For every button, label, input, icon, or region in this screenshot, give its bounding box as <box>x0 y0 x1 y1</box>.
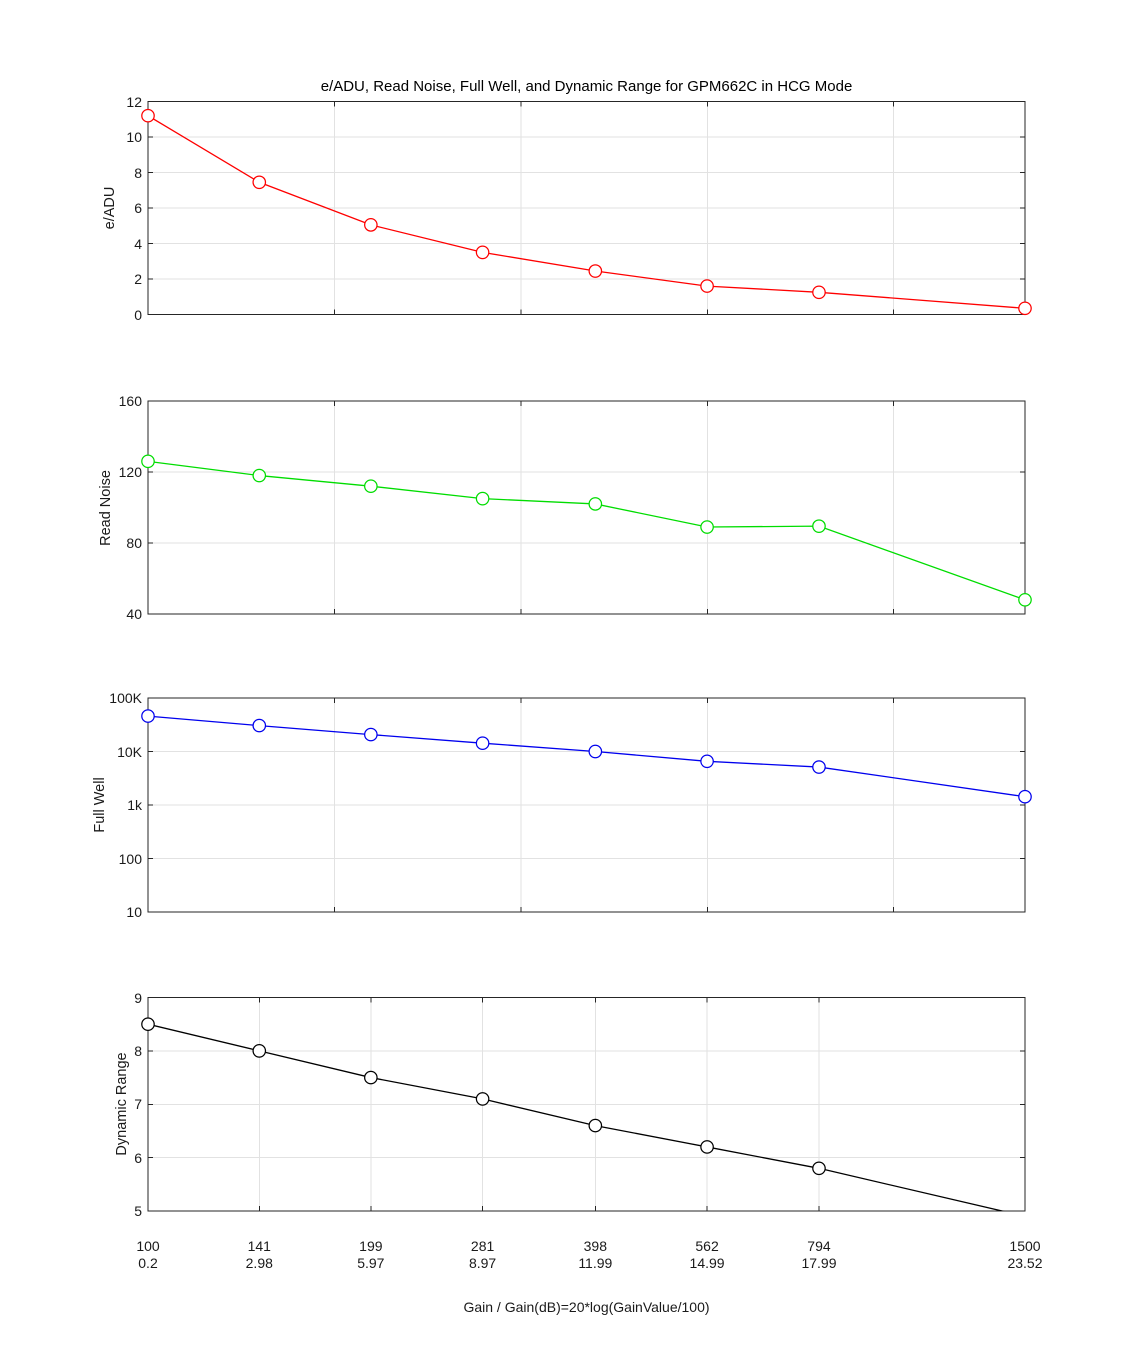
x-tick-db-label: 23.52 <box>1007 1255 1043 1271</box>
x-tick-gain-label: 562 <box>695 1238 719 1254</box>
figure-title: e/ADU, Read Noise, Full Well, and Dynami… <box>320 78 853 95</box>
read-noise-vs-gain-marker <box>812 519 826 533</box>
full-well-vs-gain-marker <box>812 760 826 774</box>
y-tick-label: 8 <box>134 164 142 181</box>
plot-frame <box>147 100 1026 316</box>
x-tick-db-label: 17.99 <box>801 1255 837 1271</box>
read-noise-vs-gain-marker <box>700 520 714 534</box>
y-tick-label: 160 <box>118 393 142 409</box>
e-per-adu-vs-gain-marker <box>252 175 267 190</box>
e-per-adu-vs-gain-line <box>148 115 1025 309</box>
e-per-adu-vs-gain-marker <box>700 279 714 293</box>
x-tick-gain-label: 281 <box>470 1238 495 1254</box>
full-well-vs-gain-line <box>148 715 1025 798</box>
full-well-vs-gain-marker <box>1018 789 1032 804</box>
dynamic-range-vs-gain-marker <box>141 1017 155 1032</box>
plot-frame <box>147 400 1026 615</box>
y-tick-label: 0 <box>134 306 142 323</box>
full-well-vs-gain-marker <box>252 718 267 733</box>
y-tick-label: 5 <box>134 1203 142 1219</box>
y-tick-label: 10 <box>126 904 142 920</box>
dynamic-range-vs-gain-marker <box>475 1092 490 1106</box>
x-tick-db-label: 2.98 <box>245 1255 273 1271</box>
read-noise-vs-gain-line <box>148 460 1025 601</box>
full-well-vs-gain-marker <box>588 744 603 759</box>
read-noise-vs-gain-marker <box>588 497 603 511</box>
y-tick-label: 6 <box>134 1149 142 1166</box>
y-tick-label: 80 <box>126 535 142 551</box>
e-per-adu-vs-gain-marker <box>812 285 826 300</box>
x-tick-gain-label: 398 <box>583 1238 607 1254</box>
y-tick-label: 10 <box>126 129 142 145</box>
e-per-adu-vs-gain-marker <box>141 108 155 123</box>
y-tick-label: 2 <box>134 271 142 287</box>
x-tick-db-label: 11.99 <box>578 1255 613 1271</box>
x-tick-db-label: 8.97 <box>468 1255 497 1271</box>
x-tick-gain-label: 794 <box>807 1238 831 1254</box>
dynamic-range-vs-gain-marker <box>364 1070 378 1085</box>
y-tick-label: 12 <box>126 93 142 110</box>
y-tick-label: 8 <box>134 1042 142 1059</box>
y-tick-label: 9 <box>134 989 142 1006</box>
y-tick-label: 6 <box>134 200 142 216</box>
plot-frame <box>147 996 1026 1212</box>
x-tick-gain-label: 1500 <box>1009 1238 1041 1254</box>
dynamic-range-vs-gain-marker <box>700 1140 714 1154</box>
dynamic-range-vs-gain-line <box>148 1023 1005 1211</box>
x-tick-db-label: 5.97 <box>357 1255 385 1271</box>
xaxis-caption: Gain / Gain(dB)=20*log(GainValue/100) <box>463 1299 710 1315</box>
read-noise-vs-gain-marker <box>475 491 490 506</box>
y-tick-label: 100K <box>109 690 142 706</box>
full-well-vs-gain-marker <box>700 754 714 769</box>
x-tick-gain-label: 199 <box>359 1238 383 1254</box>
e-per-adu-vs-gain-marker <box>475 245 490 260</box>
y-tick-label: 120 <box>118 464 142 480</box>
y-tick-label: 40 <box>126 606 142 622</box>
x-tick-gain-label: 100 <box>136 1238 160 1254</box>
read-noise-vs-gain-marker <box>1018 592 1032 607</box>
dynamic-range-vs-gain-marker <box>252 1044 267 1058</box>
x-tick-gain-label: 141 <box>247 1238 271 1254</box>
e-per-adu-vs-gain-marker <box>588 264 603 278</box>
full-well-vs-gain-marker <box>475 736 490 751</box>
x-tick-db-label: 14.99 <box>689 1255 725 1271</box>
read-noise-vs-gain-marker <box>141 454 155 469</box>
full-well-vs-gain-marker <box>141 709 155 723</box>
full-well-vs-gain-marker <box>364 727 378 742</box>
y-tick-label: 1k <box>127 797 142 813</box>
y-tick-label: 100 <box>118 850 142 867</box>
dynamic-range-vs-gain-marker <box>588 1118 603 1133</box>
y-tick-label: 7 <box>134 1096 142 1113</box>
x-tick-db-label: 0.2 <box>138 1255 158 1271</box>
e-per-adu-vs-gain-marker <box>1018 301 1032 316</box>
e-per-adu-vs-gain-marker <box>364 218 378 232</box>
plot-frame <box>147 697 1026 913</box>
read-noise-vs-gain-marker <box>252 468 267 483</box>
dynamic-range-vs-gain-marker <box>812 1161 826 1176</box>
read-noise-vs-gain-marker <box>364 479 378 494</box>
y-tick-label: 4 <box>134 235 142 252</box>
y-tick-label: 10K <box>117 743 142 760</box>
